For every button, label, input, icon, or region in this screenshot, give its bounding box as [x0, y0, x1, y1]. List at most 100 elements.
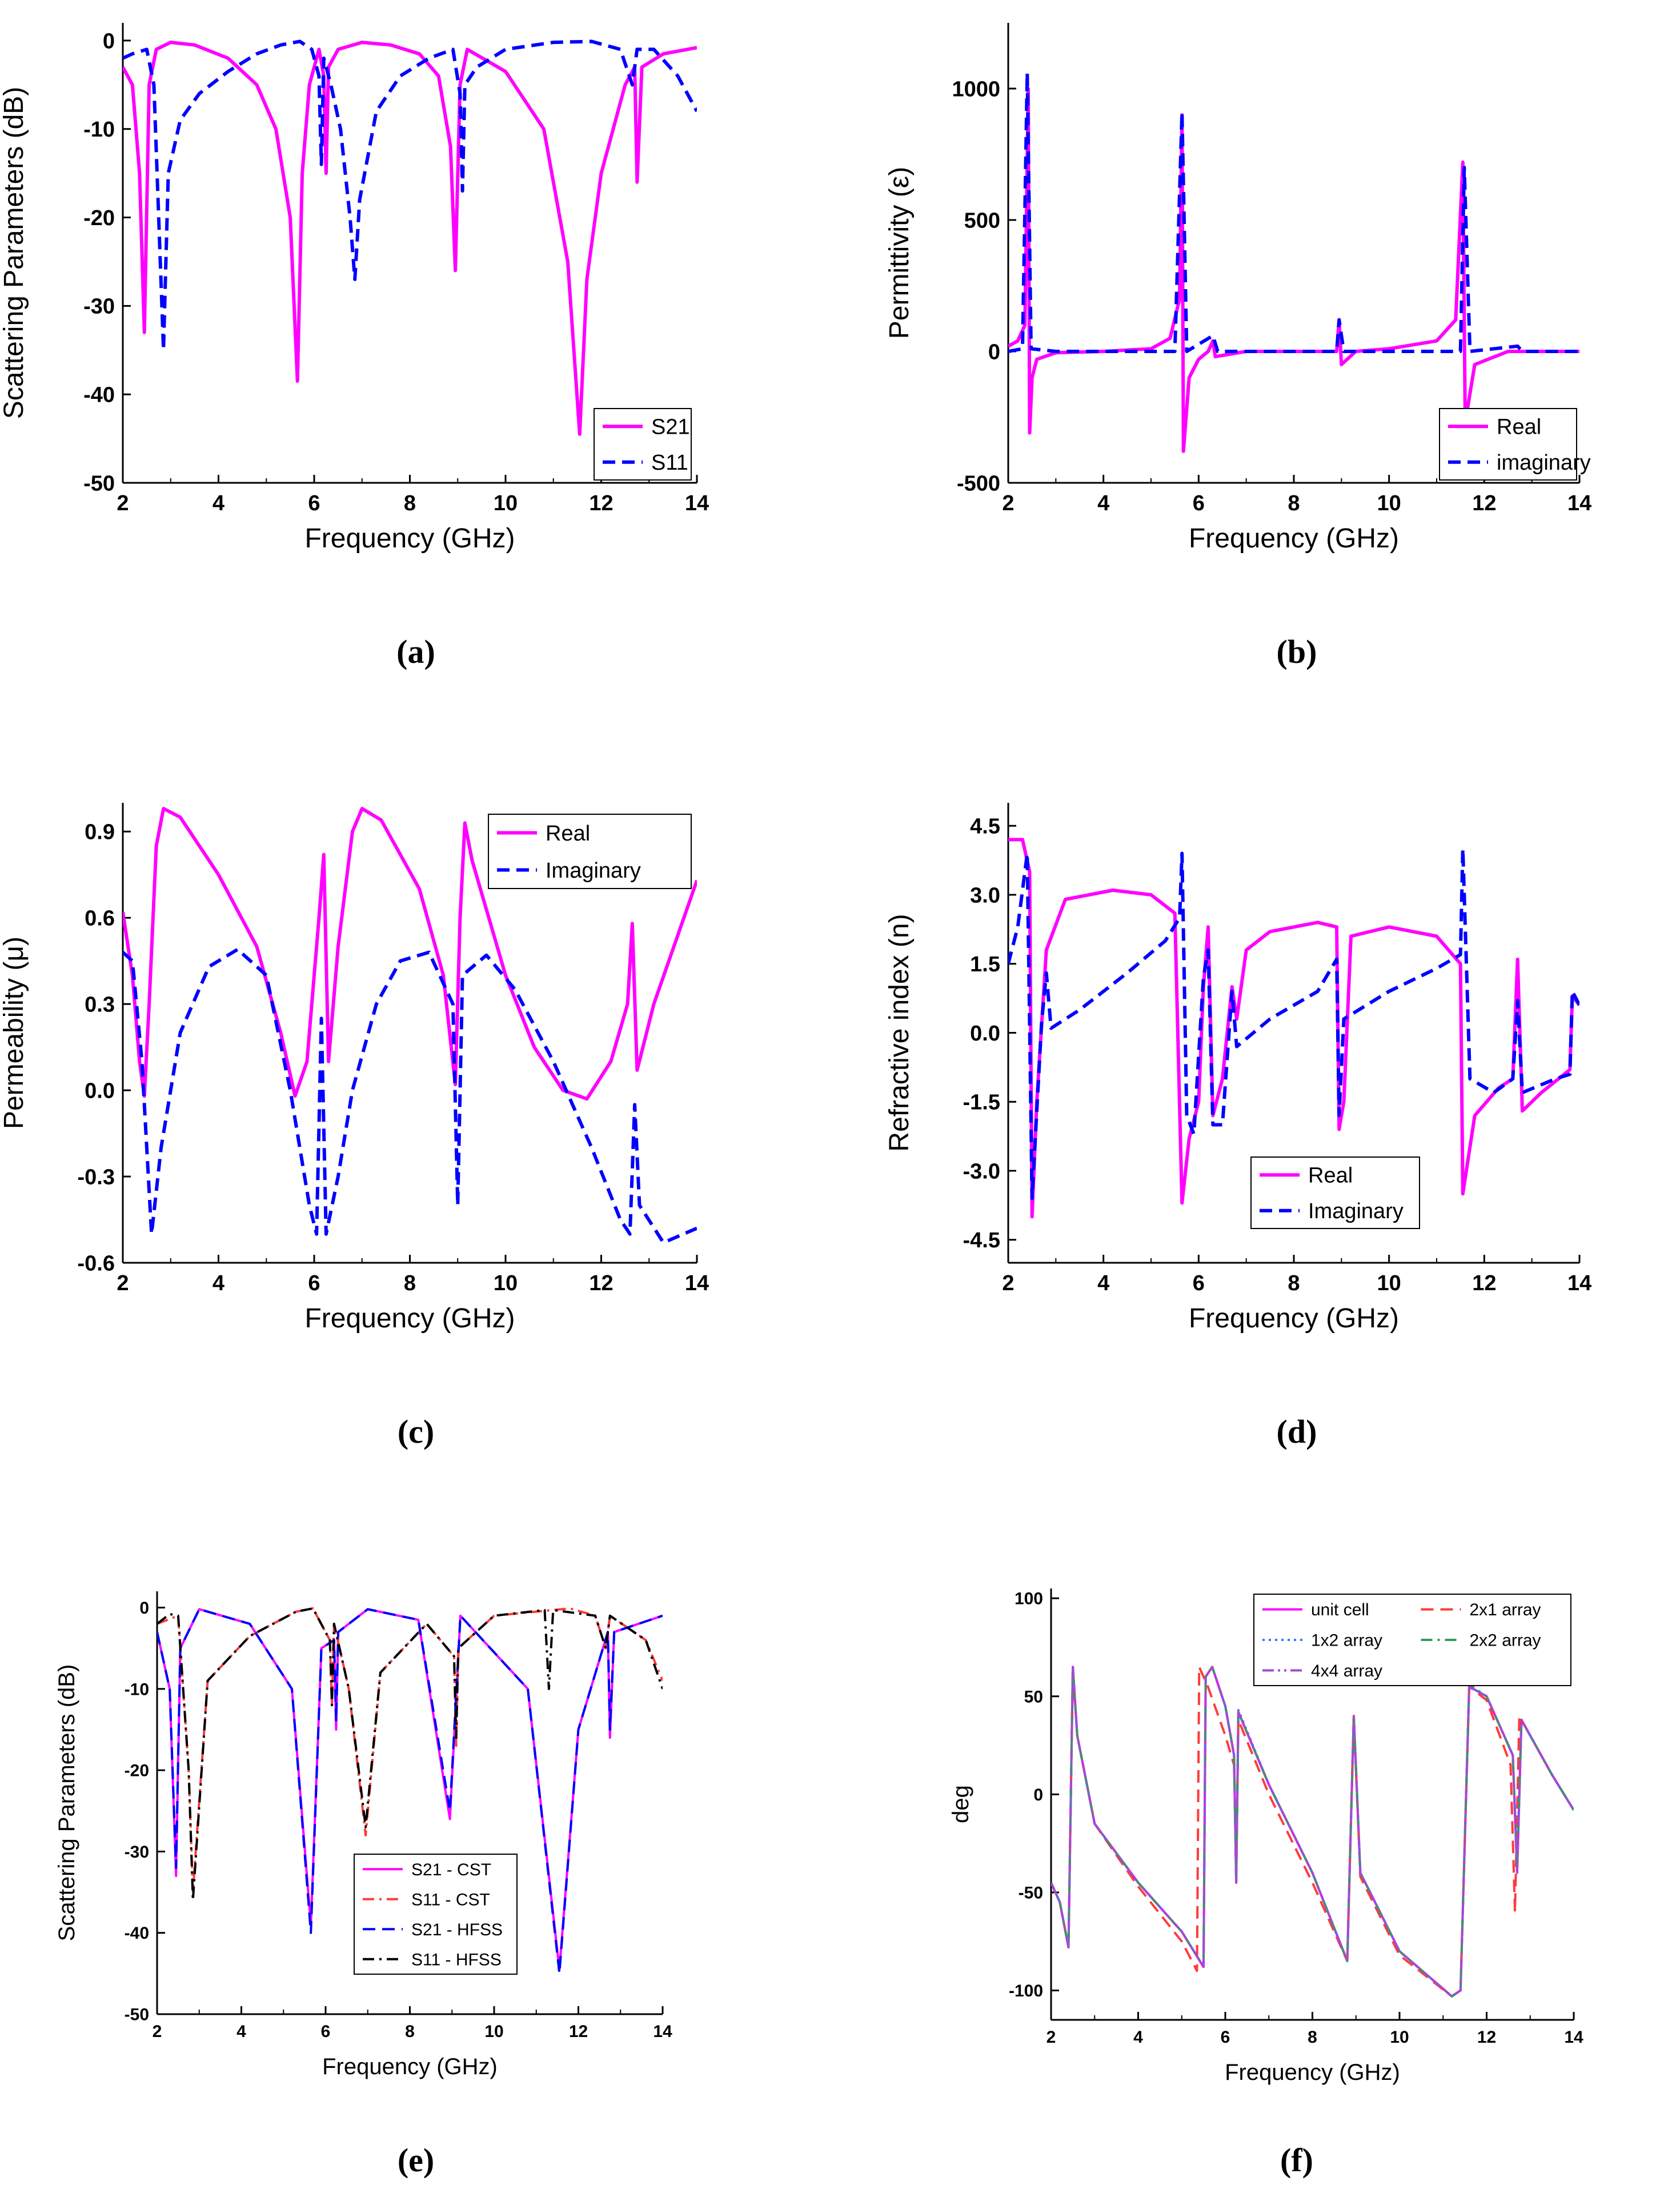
- y-axis-title: deg: [948, 1785, 973, 1823]
- legend-box: [488, 814, 692, 889]
- y-tick-label: 0.9: [85, 821, 115, 845]
- legend-label-4x4-array: 4x4 array: [1311, 1662, 1382, 1680]
- panel-caption-f: (f): [1280, 2142, 1313, 2179]
- y-tick-label: 0: [139, 1599, 149, 1618]
- x-tick-label: 8: [1308, 2028, 1317, 2047]
- y-tick-label: 1000: [952, 77, 1000, 101]
- y-tick-label: -30: [125, 1843, 149, 1862]
- x-tick-label: 2: [153, 2022, 162, 2041]
- y-tick-label: -50: [125, 2006, 149, 2024]
- legend-label-imaginary: Imaginary: [1308, 1199, 1404, 1223]
- x-tick-label: 12: [589, 1271, 613, 1295]
- y-tick-label: 0.6: [85, 907, 115, 931]
- x-tick-label: 14: [685, 491, 709, 515]
- y-tick-label: -4.5: [963, 1228, 1000, 1252]
- legend: Real imaginary: [1439, 408, 1591, 481]
- x-tick-label: 8: [404, 1271, 416, 1295]
- y-tick-label: 0: [103, 29, 115, 53]
- y-tick-label: 0: [988, 340, 1000, 364]
- chart-panel-f: 2 4 6 8 10 12 14 100 50 0 -50 -100 Frequency (GHz) de…: [948, 1588, 1583, 2179]
- legend: S21 S11: [594, 408, 692, 481]
- legend-label-s21: S21: [651, 415, 690, 439]
- y-tick-label: -10: [125, 1680, 149, 1699]
- x-tick-label: 14: [1567, 491, 1591, 515]
- y-tick-label: 3.0: [970, 883, 1000, 907]
- y-tick-label: -20: [125, 1762, 149, 1780]
- x-tick-label: 10: [1377, 1271, 1401, 1295]
- legend-box: [1253, 1594, 1571, 1686]
- y-tick-label: -30: [83, 295, 115, 319]
- chart-panel-c: 2 4 6 8 10 12 14 0.9 0.6 0.3 0.0 -0.3 -0.6 Frequency …: [0, 803, 709, 1450]
- x-tick-label: 6: [1221, 2028, 1230, 2047]
- y-axis-title: Refractive index (n): [884, 914, 915, 1151]
- y-axis-title: Scattering Parameters (dB): [0, 87, 29, 419]
- y-tick-label: -20: [83, 206, 115, 230]
- x-tick-label: 6: [1193, 491, 1205, 515]
- legend-label-s21-hfss: S21 - HFSS: [411, 1920, 503, 1939]
- legend-label-s11: S11: [651, 451, 688, 475]
- chart-panel-b: 2 4 6 8 10 12 14 1000 500 0 -500 Frequency (GHz) Per…: [884, 23, 1591, 670]
- x-tick-label: 4: [1097, 491, 1109, 515]
- x-tick-label: 2: [1002, 1271, 1014, 1295]
- y-tick-label: -40: [125, 1924, 149, 1943]
- x-axis-title: Frequency (GHz): [1225, 2060, 1400, 2085]
- series-line-real: [123, 807, 697, 1101]
- x-tick-label: 10: [494, 491, 518, 515]
- x-tick-label: 8: [1288, 491, 1300, 515]
- x-tick-label: 8: [1288, 1271, 1300, 1295]
- legend: S21 - CST S11 - CST S21 - HFSS S11 - HFSS: [354, 1854, 518, 1975]
- x-tick-label: 2: [117, 491, 129, 515]
- x-tick-label: 4: [212, 491, 224, 515]
- chart-panel-a: 2 4 6 8 10 12 14 0 -10 -20 -30 -40 -50 Frequency (GHz…: [0, 23, 709, 670]
- x-tick-label: 6: [308, 1271, 320, 1295]
- legend-label-2x2-array: 2x2 array: [1470, 1631, 1541, 1650]
- series-line-s21-hfss: [157, 1608, 663, 1975]
- x-tick-label: 12: [589, 491, 613, 515]
- series-line-real: [1008, 838, 1579, 1219]
- x-tick-label: 8: [404, 491, 416, 515]
- legend-label-imaginary: imaginary: [1497, 451, 1591, 475]
- series-line-s11-cst: [157, 1607, 663, 1894]
- y-axis-title: Permittivity (ε): [884, 167, 915, 339]
- series-line-real: [1008, 87, 1579, 453]
- y-tick-label: -50: [83, 471, 115, 495]
- x-tick-label: 14: [685, 1271, 709, 1295]
- x-tick-label: 14: [1567, 1271, 1591, 1295]
- legend: unit cell 2x1 array 1x2 array 2x2 array 4x4 …: [1253, 1594, 1571, 1686]
- x-tick-label: 14: [1564, 2028, 1583, 2047]
- x-tick-label: 6: [308, 491, 320, 515]
- x-axis-title: Frequency (GHz): [322, 2054, 498, 2079]
- legend-label-real: Real: [1308, 1164, 1353, 1188]
- series-line-4x4-array: [1051, 1666, 1574, 1998]
- y-tick-label: 500: [964, 209, 1000, 233]
- panel-caption-a: (a): [396, 633, 435, 670]
- x-tick-label: 10: [1390, 2028, 1409, 2047]
- legend-label-s21-cst: S21 - CST: [411, 1860, 491, 1879]
- legend-label-imaginary: Imaginary: [546, 859, 641, 883]
- x-tick-label: 2: [1047, 2028, 1056, 2047]
- legend-label-1x2-array: 1x2 array: [1311, 1631, 1382, 1650]
- y-tick-label: 0.0: [970, 1022, 1000, 1046]
- x-tick-label: 4: [1133, 2028, 1143, 2047]
- x-axis-title: Frequency (GHz): [304, 1303, 515, 1334]
- x-tick-label: 12: [1472, 1271, 1496, 1295]
- x-tick-label: 10: [1377, 491, 1401, 515]
- series-line-imaginary: [1008, 847, 1579, 1200]
- chart-panel-d: 2 4 6 8 10 12 14 4.5 3.0 1.5 0.0 -1.5 -3.0 -4.5 Freque…: [884, 803, 1591, 1450]
- legend-label-real: Real: [546, 822, 590, 846]
- y-tick-label: 0: [1033, 1786, 1043, 1804]
- y-tick-label: 4.5: [970, 815, 1000, 839]
- x-tick-label: 12: [1477, 2028, 1496, 2047]
- x-axis-title: Frequency (GHz): [1189, 1303, 1399, 1334]
- y-axis-title: Scattering Parameters (dB): [54, 1664, 79, 1942]
- y-tick-label: 100: [1015, 1590, 1043, 1608]
- panel-caption-b: (b): [1277, 633, 1317, 670]
- x-tick-label: 12: [1472, 491, 1496, 515]
- legend-label-unit-cell: unit cell: [1311, 1600, 1369, 1619]
- y-tick-label: -0.3: [78, 1165, 115, 1189]
- y-tick-label: -50: [1019, 1883, 1043, 1902]
- x-tick-label: 8: [405, 2022, 415, 2041]
- series-line-imaginary: [123, 947, 697, 1244]
- x-tick-label: 14: [653, 2022, 672, 2041]
